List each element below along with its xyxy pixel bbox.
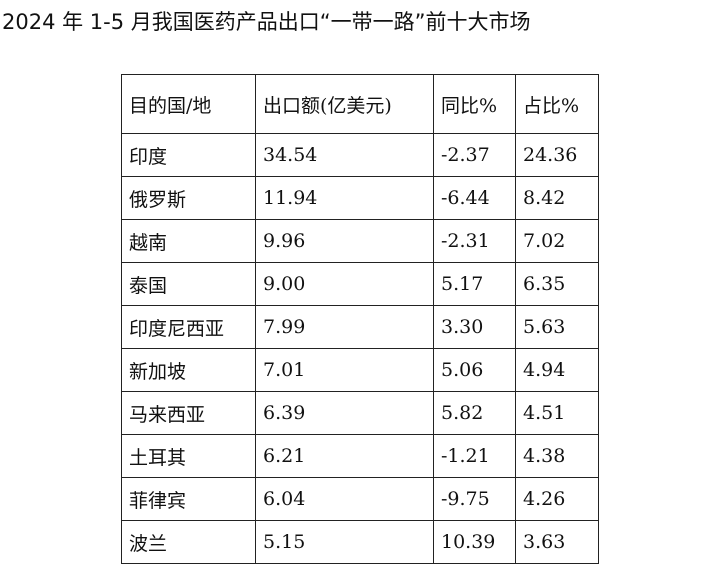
- table-row: 新加坡 7.01 5.06 4.94: [121, 348, 599, 392]
- table-cell: 34.54: [255, 133, 434, 177]
- table-cell: 3.30: [433, 305, 516, 349]
- column-header: 占比%: [515, 74, 599, 134]
- header-row: 目的国/地 出口额(亿美元) 同比% 占比%: [121, 74, 599, 134]
- table-row: 俄罗斯 11.94 -6.44 8.42: [121, 176, 599, 220]
- table-row: 菲律宾 6.04 -9.75 4.26: [121, 477, 599, 521]
- table-cell: 俄罗斯: [121, 176, 256, 220]
- table-cell: 越南: [121, 219, 256, 263]
- table-cell: 8.42: [515, 176, 599, 220]
- table-cell: 印度: [121, 133, 256, 177]
- table: 目的国/地 出口额(亿美元) 同比% 占比% 印度 34.54 -2.37 24.36 俄罗斯…: [121, 74, 599, 564]
- table-row: 泰国 9.00 5.17 6.35: [121, 262, 599, 306]
- table-cell: -2.31: [433, 219, 516, 263]
- table-cell: 新加坡: [121, 348, 256, 392]
- table-cell: 5.06: [433, 348, 516, 392]
- table-cell: 马来西亚: [121, 391, 256, 435]
- table-cell: -2.37: [433, 133, 516, 177]
- column-header: 同比%: [433, 74, 516, 134]
- table-cell: 4.94: [515, 348, 599, 392]
- table-cell: 6.39: [255, 391, 434, 435]
- table-row: 印度尼西亚 7.99 3.30 5.63: [121, 305, 599, 349]
- column-header: 目的国/地: [121, 74, 256, 134]
- table-cell: 7.99: [255, 305, 434, 349]
- table-cell: 6.21: [255, 434, 434, 478]
- table-row: 印度 34.54 -2.37 24.36: [121, 133, 599, 177]
- table-cell: 10.39: [433, 520, 516, 564]
- table-cell: 9.00: [255, 262, 434, 306]
- table-cell: 菲律宾: [121, 477, 256, 521]
- table-cell: 4.26: [515, 477, 599, 521]
- table-cell: 7.01: [255, 348, 434, 392]
- table-cell: 5.17: [433, 262, 516, 306]
- table-cell: -1.21: [433, 434, 516, 478]
- table-cell: 9.96: [255, 219, 434, 263]
- table-cell: 11.94: [255, 176, 434, 220]
- table-cell: 5.63: [515, 305, 599, 349]
- table-cell: 6.04: [255, 477, 434, 521]
- table-cell: -6.44: [433, 176, 516, 220]
- table-cell: -9.75: [433, 477, 516, 521]
- table-row: 越南 9.96 -2.31 7.02: [121, 219, 599, 263]
- table-cell: 5.15: [255, 520, 434, 564]
- table-cell: 5.82: [433, 391, 516, 435]
- table-cell: 24.36: [515, 133, 599, 177]
- table-cell: 4.51: [515, 391, 599, 435]
- column-header: 出口额(亿美元): [255, 74, 434, 134]
- table-row: 波兰 5.15 10.39 3.63: [121, 520, 599, 564]
- table-cell: 3.63: [515, 520, 599, 564]
- table-cell: 印度尼西亚: [121, 305, 256, 349]
- table-cell: 7.02: [515, 219, 599, 263]
- table-cell: 波兰: [121, 520, 256, 564]
- table-cell: 土耳其: [121, 434, 256, 478]
- table-row: 马来西亚 6.39 5.82 4.51: [121, 391, 599, 435]
- table-cell: 6.35: [515, 262, 599, 306]
- table-row: 土耳其 6.21 -1.21 4.38: [121, 434, 599, 478]
- table-cell: 4.38: [515, 434, 599, 478]
- table-cell: 泰国: [121, 262, 256, 306]
- title: 2024 年 1-5 月我国医药产品出口“一带一路”前十大市场: [2, 10, 531, 34]
